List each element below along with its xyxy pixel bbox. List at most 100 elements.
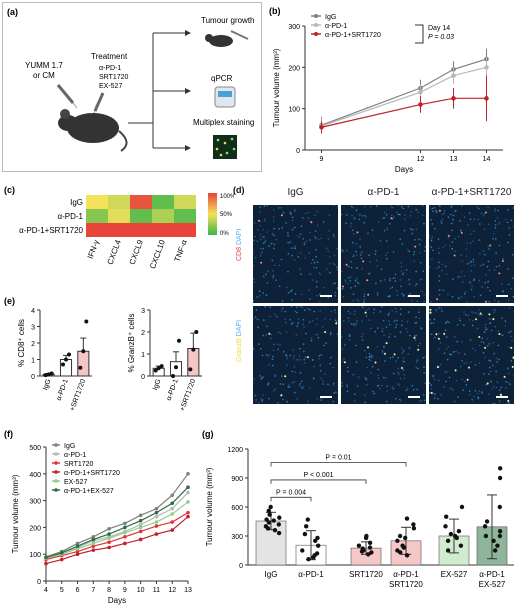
y-tick-label: 300: [29, 499, 41, 506]
micrograph-image: [429, 306, 514, 404]
data-point: [314, 551, 320, 556]
data-point: [451, 73, 456, 78]
data-point: [453, 533, 458, 539]
legend-marker: [54, 452, 58, 456]
data-point: [153, 368, 158, 373]
data-point: [458, 543, 464, 548]
data-point: [456, 528, 462, 534]
panel-b-letter: (b): [269, 6, 281, 16]
heatmap-col-label: TNF-α: [173, 238, 189, 263]
heatmap-cell: [130, 195, 152, 209]
data-point: [497, 533, 503, 539]
micrograph-column-title: α-PD-1+SRT1720: [431, 187, 512, 198]
data-point: [276, 530, 282, 536]
y-tick-label: 0: [37, 579, 41, 586]
data-point: [75, 541, 80, 546]
treatment-3: EX-527: [99, 83, 122, 90]
heatmap-row-label: α-PD-1: [57, 212, 83, 221]
heatmap-cell: [130, 223, 152, 237]
data-point: [491, 538, 496, 544]
x-axis-label: Days: [108, 596, 126, 605]
micrograph-column-title: α-PD-1: [367, 187, 400, 198]
heatmap-row-label: α-PD-1+SRT1720: [19, 226, 83, 235]
data-point: [366, 552, 371, 557]
panel-g-letter: (g): [202, 429, 214, 439]
p-value-label: P = 0.004: [276, 489, 306, 496]
heatmap-cell: [108, 209, 130, 223]
data-point: [154, 532, 159, 536]
x-tick-label: IgG: [265, 570, 278, 579]
data-point: [356, 543, 362, 548]
legend-marker: [54, 488, 58, 492]
data-point: [315, 535, 320, 541]
legend-marker: [314, 23, 318, 27]
data-point: [84, 319, 89, 324]
caliper-icon: [230, 30, 249, 40]
legend-label: α-PD-1: [64, 452, 86, 459]
series-line: [45, 473, 189, 558]
data-point: [123, 541, 127, 546]
heatmap-cell: [152, 195, 174, 209]
y-tick-label: 4: [31, 308, 35, 315]
x-tick-label: 13: [450, 156, 458, 163]
y-tick-label: 1: [141, 352, 145, 359]
data-point: [123, 525, 127, 530]
x-tick-label: 14: [483, 156, 491, 163]
data-point: [305, 517, 310, 522]
legend-label: SRT1720: [64, 461, 94, 468]
data-point: [306, 557, 311, 562]
data-point: [156, 366, 161, 371]
data-point: [174, 365, 178, 370]
micrograph-image: [429, 205, 514, 303]
y-tick-label: 1: [31, 358, 35, 365]
data-point: [78, 365, 83, 370]
data-point: [300, 548, 305, 553]
data-point: [186, 514, 190, 519]
chart-b: (b) 0 100 200 300 9 12 13 14 Days Tumour volume (…: [269, 6, 503, 174]
data-point: [397, 533, 403, 539]
x-tick-label: 9: [123, 587, 127, 594]
y-tick-label: 3: [141, 308, 145, 315]
data-point: [484, 96, 489, 101]
data-point: [154, 520, 159, 524]
heatmap-row-label: IgG: [70, 198, 83, 207]
heatmap-cell: [152, 209, 174, 223]
y-tick-label: 2: [141, 330, 145, 337]
data-point: [411, 522, 416, 527]
heatmap-cell: [174, 195, 196, 209]
heatmap-cell: [108, 223, 130, 237]
data-point: [123, 530, 127, 535]
chart-f: (f) 0 100 200 300 400 500 4 5 6 7 8 9 10 11 12 13 Days Tu…: [4, 429, 192, 605]
data-point: [61, 362, 65, 367]
bar: [187, 348, 200, 377]
data-point: [445, 548, 451, 553]
data-point: [138, 522, 143, 527]
treatment-2: SRT1720: [99, 74, 129, 81]
data-point: [123, 534, 127, 539]
data-point: [418, 102, 423, 107]
data-point: [404, 516, 410, 521]
panel-a-schematic: (a) YUMM 1.7 or CM Treatment α-PD-1 SRT1…: [2, 2, 262, 172]
data-point: [497, 475, 503, 481]
x-tick-label: IgG: [42, 378, 52, 391]
data-point: [91, 534, 96, 539]
y-tick-label: 300: [231, 534, 243, 541]
data-point: [154, 506, 159, 511]
micrograph-image: [253, 306, 338, 404]
data-point: [497, 504, 502, 510]
data-point: [154, 510, 159, 515]
data-point: [483, 533, 489, 539]
data-point: [44, 561, 48, 566]
data-point: [170, 501, 175, 506]
heatmap-cell: [86, 209, 108, 223]
data-point: [276, 522, 281, 527]
y-tick-label: 0: [31, 374, 35, 381]
x-tick-label: 8: [107, 587, 111, 594]
data-point: [411, 526, 417, 531]
y-tick-label: 0: [141, 374, 145, 381]
scale-mid-label: 50%: [220, 212, 233, 218]
x-tick-label: 5: [60, 587, 64, 594]
heatmap-cell: [86, 223, 108, 237]
x-tick-label: 11: [153, 587, 160, 594]
